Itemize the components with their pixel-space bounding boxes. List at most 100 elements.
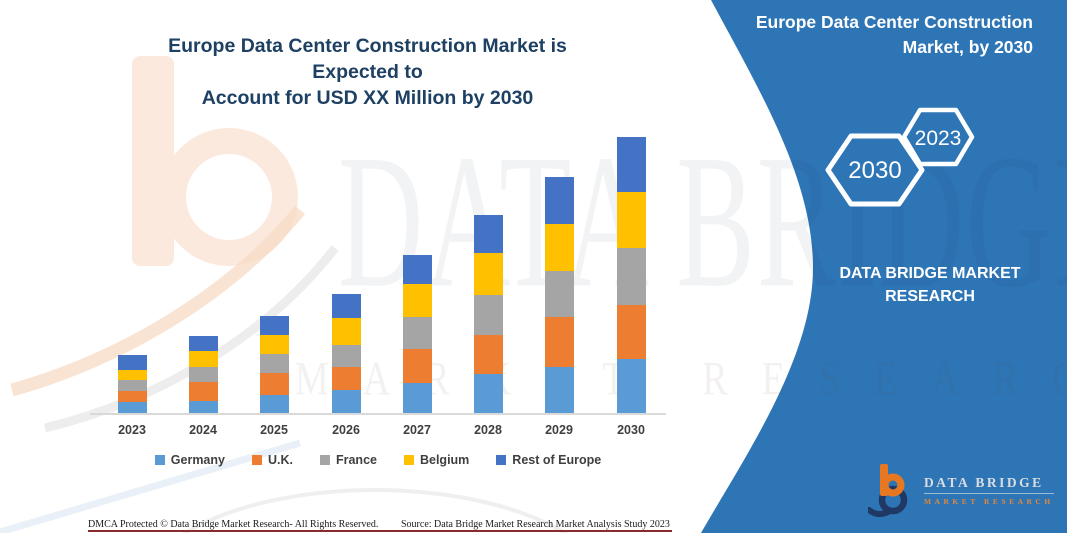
x-axis-label-2029: 2029 [545, 423, 573, 437]
hexagon-2030-label: 2030 [848, 157, 901, 184]
bar-segment-rest-of-europe-2029 [544, 176, 574, 224]
x-axis-label-2026: 2026 [332, 423, 360, 437]
logo-swoosh [868, 507, 891, 518]
chart-legend: Germany U.K. France Belgium Rest of Europe [90, 453, 666, 467]
company-logo-mark [868, 464, 908, 518]
x-axis-label-2028: 2028 [474, 423, 502, 437]
legend-item-belgium: Belgium [403, 453, 470, 467]
legend-swatch [403, 455, 414, 465]
watermark-b-bowl [160, 128, 298, 266]
bar-segment-germany-2025 [259, 394, 289, 414]
bar-segment-u-k--2030 [616, 304, 646, 359]
bar-segment-rest-of-europe-2023 [117, 354, 147, 370]
watermark-arc [181, 488, 569, 533]
bar-segment-rest-of-europe-2027 [402, 254, 432, 284]
chart-title: Europe Data Center Construction Market i… [135, 33, 600, 111]
bar-segment-france-2026 [331, 344, 361, 367]
stacked-bar-2029 [544, 176, 574, 414]
bar-segment-germany-2024 [188, 400, 218, 414]
logo-name-text: DATA BRIDGE [924, 475, 1054, 494]
bar-segment-belgium-2026 [331, 317, 361, 345]
bar-segment-belgium-2023 [117, 369, 147, 380]
footer-dmca-text: DMCA Protected © Data Bridge Market Rese… [88, 519, 379, 530]
bar-segment-germany-2027 [402, 382, 432, 414]
legend-swatch [154, 455, 165, 465]
bar-segment-germany-2028 [473, 373, 503, 414]
x-axis-line [90, 413, 666, 415]
x-axis-label-2030: 2030 [617, 423, 645, 437]
legend-label: Germany [170, 453, 225, 467]
legend-label: Belgium [419, 453, 470, 467]
legend-item-france: France [319, 453, 377, 467]
legend-item-germany: Germany [154, 453, 225, 467]
bar-segment-belgium-2025 [259, 334, 289, 354]
stacked-bar-2024 [188, 335, 218, 414]
bar-segment-germany-2026 [331, 389, 361, 414]
blue-panel-path [701, 0, 1067, 533]
watermark-swoosh-peach [10, 205, 306, 397]
legend-label: U.K. [267, 453, 293, 467]
bar-segment-france-2029 [544, 270, 574, 317]
company-logo: DATA BRIDGE MARKET RESEARCH [868, 464, 1054, 518]
bar-segment-u-k--2023 [117, 390, 147, 402]
brand-caption-line1: DATA BRIDGE MARKET [839, 265, 1021, 282]
bar-segment-belgium-2027 [402, 283, 432, 317]
stacked-bar-2023 [117, 354, 147, 414]
x-axis-label-2027: 2027 [403, 423, 431, 437]
x-axis-label-2023: 2023 [118, 423, 146, 437]
watermark-line-blue [0, 439, 301, 533]
stacked-bar-2025 [259, 315, 289, 414]
hexagon-2023-label: 2023 [915, 127, 962, 150]
bar-segment-germany-2030 [616, 358, 646, 414]
bar-segment-germany-2029 [544, 366, 574, 414]
bar-segment-rest-of-europe-2024 [188, 335, 218, 351]
bar-segment-france-2027 [402, 316, 432, 349]
legend-item-u-k-: U.K. [251, 453, 293, 467]
brand-caption: DATA BRIDGE MARKET RESEARCH [810, 262, 1050, 308]
legend-item-rest-of-europe: Rest of Europe [496, 453, 601, 467]
bar-segment-u-k--2024 [188, 381, 218, 401]
legend-swatch [319, 455, 330, 465]
side-panel-heading-line1: Europe Data Center Construction [755, 12, 1033, 32]
stacked-bar-2027 [402, 254, 432, 414]
bar-segment-u-k--2025 [259, 372, 289, 395]
legend-swatch [496, 455, 507, 465]
year-hexagons: 2023 2030 [825, 107, 975, 207]
bar-segment-belgium-2030 [616, 191, 646, 248]
bar-segment-u-k--2026 [331, 366, 361, 390]
side-panel-heading-line2: Market, by 2030 [902, 37, 1033, 57]
bar-segment-france-2030 [616, 247, 646, 305]
legend-swatch [251, 455, 262, 465]
x-axis-label-2024: 2024 [189, 423, 217, 437]
bar-segment-france-2028 [473, 294, 503, 335]
logo-subtitle-text: MARKET RESEARCH [924, 497, 1054, 506]
bar-segment-u-k--2028 [473, 334, 503, 374]
bar-segment-rest-of-europe-2026 [331, 293, 361, 318]
legend-label: France [335, 453, 377, 467]
bar-segment-belgium-2028 [473, 252, 503, 295]
legend-label: Rest of Europe [512, 453, 602, 467]
stacked-bar-2026 [331, 293, 361, 414]
bar-segment-france-2024 [188, 366, 218, 382]
logo-d-ring [878, 485, 908, 515]
brand-caption-line2: RESEARCH [885, 288, 975, 305]
bar-segment-u-k--2027 [402, 348, 432, 383]
bar-segment-rest-of-europe-2025 [259, 315, 289, 335]
hexagon-2030 [825, 133, 925, 207]
bar-segment-rest-of-europe-2028 [473, 214, 503, 253]
footer-source-text: Source: Data Bridge Market Research Mark… [401, 519, 670, 530]
bar-segment-rest-of-europe-2030 [616, 136, 646, 192]
bar-segment-belgium-2029 [544, 223, 574, 271]
chart-title-line2: Account for USD XX Million by 2030 [201, 87, 534, 109]
logo-b-bowl [881, 473, 905, 497]
bar-segment-belgium-2024 [188, 350, 218, 367]
footer-red-rule [88, 530, 672, 532]
stacked-bar-2030 [616, 136, 646, 414]
bar-segment-germany-2023 [117, 401, 147, 414]
chart-title-line1: Europe Data Center Construction Market i… [168, 35, 567, 83]
logo-text: DATA BRIDGE MARKET RESEARCH [924, 464, 1054, 518]
bar-segment-france-2023 [117, 379, 147, 391]
